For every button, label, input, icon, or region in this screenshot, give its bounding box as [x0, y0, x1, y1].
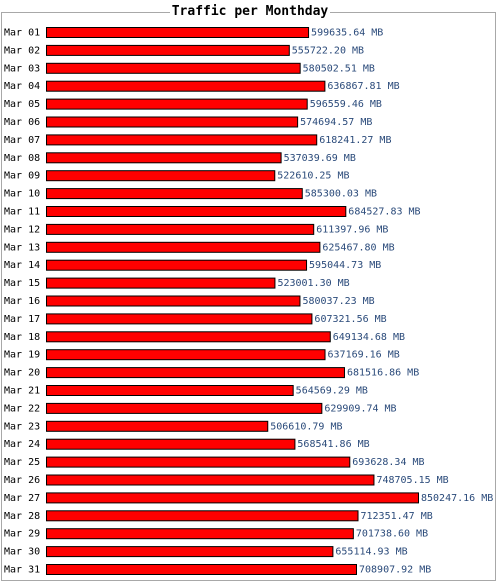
value-label: 693628.34 MB [352, 457, 424, 468]
bar [46, 188, 303, 200]
category-label: Mar 23 [4, 421, 40, 432]
bar [46, 474, 375, 486]
value-label: 701738.60 MB [356, 529, 428, 540]
value-label: 574694.57 MB [300, 117, 372, 128]
value-label: 522610.25 MB [277, 171, 349, 182]
category-label: Mar 29 [4, 529, 40, 540]
category-label: Mar 30 [4, 547, 40, 558]
bar [46, 80, 326, 92]
category-label: Mar 03 [4, 63, 40, 74]
category-label: Mar 13 [4, 242, 40, 253]
bar [46, 456, 351, 468]
category-label: Mar 14 [4, 260, 40, 271]
bar [46, 546, 334, 558]
value-label: 523001.30 MB [277, 278, 349, 289]
category-label: Mar 27 [4, 493, 40, 504]
category-label: Mar 18 [4, 332, 40, 343]
category-label: Mar 02 [4, 45, 40, 56]
bar [46, 170, 276, 182]
bar [46, 206, 347, 217]
bar [46, 44, 290, 56]
value-label: 712351.47 MB [361, 511, 433, 522]
category-label: Mar 26 [4, 475, 40, 486]
value-labels: 599635.64 MB 555722.20 MB 580502.51 MB 6368… [270, 28, 493, 576]
category-label: Mar 31 [4, 565, 40, 576]
value-label: 611397.96 MB [316, 224, 388, 235]
value-label: 607321.56 MB [314, 314, 386, 325]
category-label: Mar 24 [4, 439, 40, 450]
category-label: Mar 22 [4, 403, 40, 414]
bar [46, 367, 345, 379]
chart-title: Traffic per Monthday [0, 4, 500, 20]
category-label: Mar 10 [4, 189, 40, 200]
value-label: 580502.51 MB [303, 63, 375, 74]
bar [46, 385, 294, 396]
value-label: 625467.80 MB [322, 242, 394, 253]
category-label: Mar 01 [4, 28, 40, 39]
category-label: Mar 19 [4, 350, 40, 361]
bar [46, 492, 419, 504]
chart-title-text: Traffic per Monthday [169, 4, 331, 19]
bar [46, 259, 308, 271]
bar [46, 152, 282, 164]
value-label: 850247.16 MB [421, 493, 493, 504]
value-label: 636867.81 MB [327, 81, 399, 92]
category-label: Mar 20 [4, 368, 40, 379]
bar [46, 420, 269, 432]
category-label: Mar 07 [4, 135, 40, 146]
value-label: 708907.92 MB [359, 565, 431, 576]
category-label: Mar 17 [4, 314, 40, 325]
value-label: 599635.64 MB [311, 28, 383, 39]
bar [46, 241, 321, 253]
category-label: Mar 09 [4, 171, 40, 182]
value-label: 537039.69 MB [284, 153, 356, 164]
bar [46, 438, 296, 450]
value-label: 564569.29 MB [296, 386, 368, 397]
category-label: Mar 06 [4, 117, 40, 128]
value-label: 595044.73 MB [309, 260, 381, 271]
value-label: 649134.68 MB [333, 332, 405, 343]
bar [46, 27, 310, 38]
value-label: 655114.93 MB [335, 547, 407, 558]
bar [46, 295, 301, 307]
category-label: Mar 04 [4, 81, 40, 92]
value-label: 748705.15 MB [376, 475, 448, 486]
category-label: Mar 12 [4, 224, 40, 235]
category-label: Mar 21 [4, 386, 40, 397]
category-label: Mar 28 [4, 511, 40, 522]
bar [46, 402, 323, 414]
bar [46, 223, 315, 235]
bar [46, 349, 326, 361]
bar [46, 510, 359, 522]
category-labels: Mar 01 Mar 02 Mar 03 Mar 04 Mar 05 Mar 06 Mar … [4, 28, 40, 576]
category-label: Mar 15 [4, 278, 40, 289]
category-label: Mar 25 [4, 457, 40, 468]
bar [46, 116, 299, 128]
bar [46, 98, 308, 110]
value-label: 555722.20 MB [292, 45, 364, 56]
category-label: Mar 16 [4, 296, 40, 307]
value-label: 580037.23 MB [302, 296, 374, 307]
value-label: 618241.27 MB [319, 135, 391, 146]
category-label: Mar 05 [4, 99, 40, 110]
value-label: 684527.83 MB [348, 207, 420, 218]
bar [46, 313, 313, 325]
value-label: 596559.46 MB [310, 99, 382, 110]
bar [46, 564, 357, 575]
bar [46, 277, 276, 289]
bars [46, 27, 419, 575]
value-label: 506610.79 MB [270, 421, 342, 432]
value-label: 568541.86 MB [297, 439, 369, 450]
category-label: Mar 08 [4, 153, 40, 164]
value-label: 637169.16 MB [328, 350, 400, 361]
bar [46, 62, 301, 74]
value-label: 585300.03 MB [305, 189, 377, 200]
value-label: 681516.86 MB [347, 368, 419, 379]
value-label: 629909.74 MB [324, 403, 396, 414]
bar [46, 331, 331, 343]
bar [46, 528, 354, 540]
category-label: Mar 11 [4, 207, 40, 218]
bar [46, 134, 318, 146]
